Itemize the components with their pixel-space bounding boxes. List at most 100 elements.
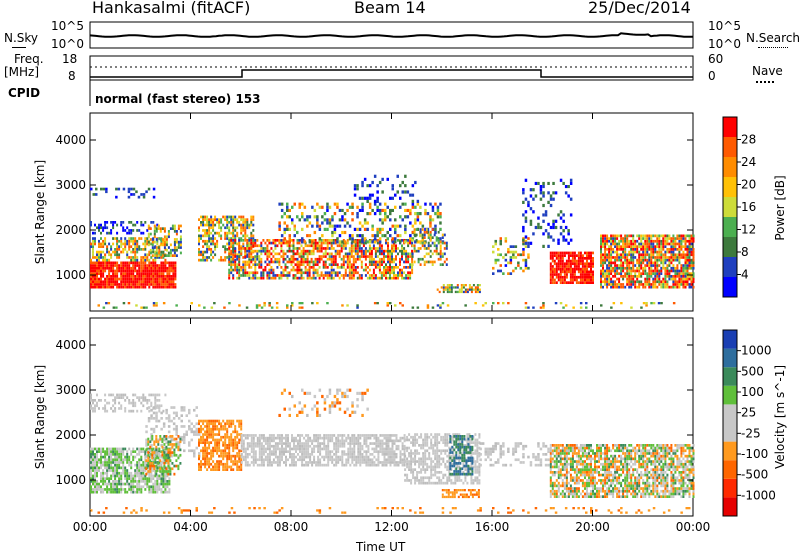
power-cell: [130, 283, 133, 286]
power-cell: [291, 304, 294, 307]
velocity-cell: [168, 488, 171, 491]
power-cell: [244, 263, 247, 266]
power-cell: [561, 254, 564, 257]
power-cell: [399, 234, 402, 238]
power-cell: [680, 272, 683, 275]
power-cell: [542, 181, 545, 185]
power-cell: [565, 251, 568, 255]
velocity-cell: [159, 459, 162, 462]
power-cell: [352, 268, 355, 272]
power-cell: [563, 270, 566, 274]
power-cell: [232, 257, 235, 261]
power-cell: [464, 284, 467, 287]
power-cell: [160, 275, 163, 278]
power-cell: [567, 270, 570, 274]
power-cell: [316, 271, 319, 275]
power-cell: [296, 241, 299, 245]
power-cell: [107, 302, 111, 305]
power-cell: [592, 278, 594, 282]
power-cell: [606, 280, 609, 284]
power-cell: [274, 260, 277, 264]
power-cell: [108, 283, 111, 286]
power-cell: [94, 223, 96, 227]
power-cell: [118, 245, 121, 248]
power-cell: [210, 242, 213, 246]
power-cell: [409, 193, 412, 197]
power-cell: [559, 257, 562, 260]
power-cell: [399, 249, 401, 253]
velocity-cell: [92, 469, 94, 472]
power-cell: [160, 272, 163, 275]
power-cell: [648, 239, 651, 243]
power-cell: [429, 260, 432, 264]
power-cell: [588, 275, 590, 279]
velocity-cell: [168, 490, 171, 494]
power-cell: [298, 263, 301, 266]
power-cell: [688, 242, 691, 246]
power-cell: [411, 193, 415, 197]
power-cell: [264, 249, 267, 253]
power-cell: [238, 247, 241, 250]
power-cell: [358, 244, 361, 248]
velocity-cell: [150, 485, 153, 489]
power-cell: [168, 264, 171, 267]
power-cell: [264, 260, 267, 264]
power-cell: [399, 240, 402, 244]
power-cell: [228, 245, 231, 248]
power-cell: [152, 195, 156, 199]
velocity-cell: [155, 445, 158, 449]
power-cell: [304, 266, 307, 269]
power-cell: [353, 240, 357, 244]
power-cell: [144, 277, 147, 281]
velocity-cell: [110, 490, 113, 494]
velocity-cell: [128, 458, 131, 462]
power-cell: [110, 283, 113, 286]
power-cell: [112, 280, 115, 284]
power-cell: [252, 249, 255, 253]
power-cell: [351, 212, 354, 216]
power-cell: [404, 240, 407, 244]
power-cell: [228, 268, 231, 272]
velocity-cell: [98, 458, 100, 462]
velocity-cell: [120, 404, 123, 408]
power-cell: [441, 233, 444, 237]
power-cell: [164, 269, 167, 273]
power-cell: [660, 302, 663, 305]
velocity-cell: [193, 425, 196, 428]
power-cell: [132, 229, 135, 232]
power-cell: [686, 280, 689, 284]
power-cell: [115, 195, 118, 199]
power-cell: [364, 249, 367, 253]
velocity-cell: [153, 443, 156, 446]
power-cell: [208, 237, 211, 240]
power-cell: [242, 223, 245, 227]
velocity-cell: [108, 401, 111, 405]
velocity-cell: [90, 474, 92, 478]
power-cell: [664, 269, 667, 273]
power-cell: [338, 255, 341, 258]
power-cell: [662, 239, 665, 243]
power-cell: [630, 277, 633, 281]
power-cell: [658, 275, 661, 278]
power-cell: [114, 250, 117, 254]
power-cell: [272, 241, 275, 245]
power-cell: [670, 275, 673, 278]
power-cell: [664, 256, 667, 259]
power-cell: [308, 263, 311, 266]
power-cell: [368, 247, 371, 250]
power-cell: [280, 276, 283, 280]
velocity-cell: [118, 453, 121, 456]
power-cell: [404, 230, 407, 235]
velocity-cell: [165, 467, 168, 471]
power-cell: [567, 251, 570, 255]
power-cell: [120, 223, 123, 227]
power-cell: [300, 255, 303, 258]
power-cell: [262, 276, 265, 280]
power-cell: [173, 238, 176, 241]
power-cell: [684, 264, 687, 267]
power-cell: [300, 276, 303, 280]
velocity-cell: [114, 485, 117, 489]
power-cell: [474, 286, 477, 289]
power-cell: [370, 257, 373, 261]
power-cell: [202, 253, 205, 257]
